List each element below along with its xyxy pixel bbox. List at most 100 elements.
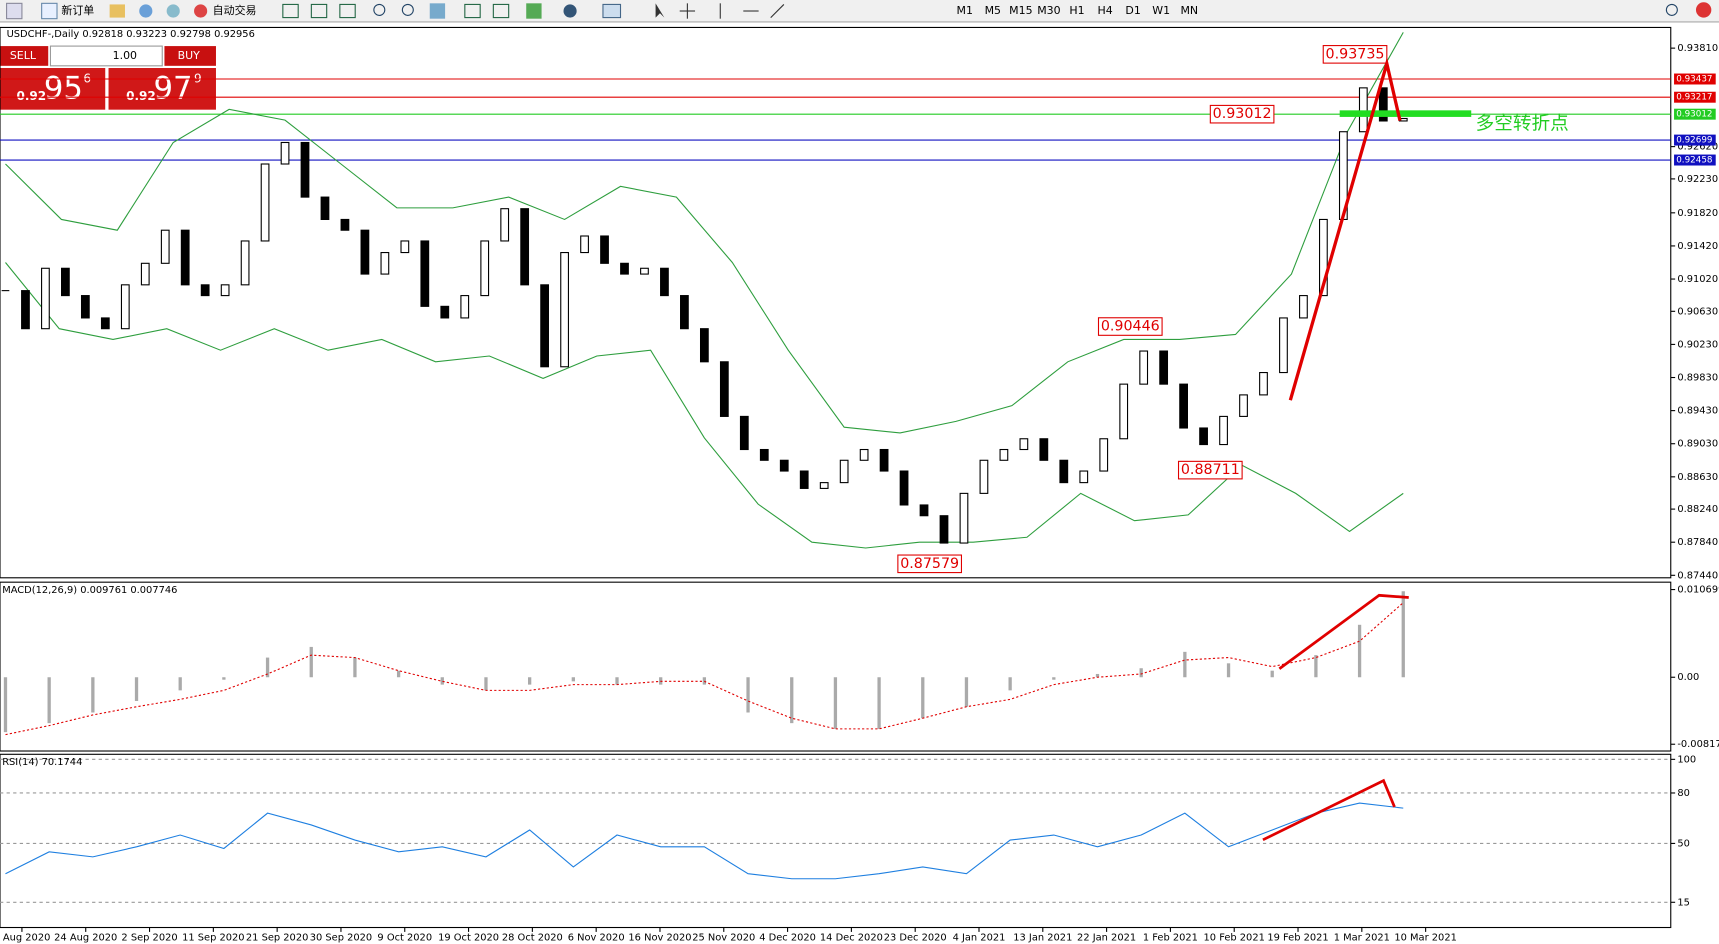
candle [899,470,909,506]
candle [21,290,30,330]
rsi-line [5,802,1404,880]
lot-value[interactable]: 1.00 [113,49,137,62]
y-tick-label: 0.91020 [1677,274,1718,285]
candle [220,284,230,297]
y-tick-label: -0.008173 [1677,739,1719,750]
buy-label[interactable]: BUY [178,49,201,62]
candle [1019,438,1029,451]
notifications[interactable] [1695,2,1712,18]
buy-button[interactable] [164,46,216,66]
candle [580,235,589,254]
candle [1219,415,1228,446]
icon[interactable] [166,4,180,18]
buy-price-box[interactable] [108,68,216,110]
candle [839,459,849,484]
price-level-tag [1674,134,1716,146]
candle [280,141,290,165]
lot-input[interactable] [49,45,163,67]
trend-arrow [1262,778,1396,842]
trend-arrow [1288,57,1402,401]
x-tick-label: 2 Sep 2020 [121,932,177,943]
new-order[interactable]: 新订单 [61,3,94,17]
timeframe-button[interactable]: M1 [957,4,973,17]
icon[interactable] [602,3,622,19]
y-tick-label: 50 [1677,838,1690,849]
icon[interactable] [429,3,446,19]
timeframe-button[interactable]: H1 [1069,4,1084,17]
icon[interactable] [339,3,356,19]
chart-window [0,24,1719,944]
x-tick-label: 13 Jan 2021 [1013,932,1072,943]
sell-label[interactable]: SELL [10,49,37,62]
candle [1239,394,1248,417]
auto-trading-icon[interactable] [194,4,208,18]
icon[interactable] [526,3,542,19]
y-tick-label: 0.87440 [1677,570,1718,581]
new-order-icon[interactable] [41,2,58,20]
icon[interactable] [492,3,510,19]
icon[interactable] [6,2,23,20]
y-tick-label: 0.00 [1677,672,1699,683]
x-tick-label: 4 Jan 2021 [953,932,1006,943]
icon[interactable] [310,3,328,19]
candle [1039,438,1049,461]
x-tick-label: 10 Feb 2021 [1204,932,1265,943]
x-tick-label: 4 Dec 2020 [759,932,816,943]
timeframe-button[interactable]: H4 [1097,4,1112,17]
timeframe-button[interactable]: M5 [985,4,1001,17]
candle [80,295,90,319]
zoom-in[interactable] [373,3,386,16]
sell-price-prefix: 0.92 [16,89,46,103]
x-tick-label: 28 Oct 2020 [502,932,563,943]
search[interactable] [1665,3,1678,16]
x-tick-label: 21 Sep 2020 [246,932,309,943]
candle [160,229,170,264]
x-tick-label: 1 Feb 2021 [1143,932,1198,943]
timeframe-button[interactable]: W1 [1152,4,1170,17]
candle [1259,372,1268,396]
timeframe-button[interactable]: MN [1180,4,1198,17]
x-tick-label: 19 Oct 2020 [438,932,499,943]
icon[interactable] [139,4,153,18]
auto-trading[interactable]: 自动交易 [213,3,257,17]
x-tick-label: 25 Nov 2020 [692,932,755,943]
trade-panel: SELL 1.00 BUY 0.92 95 6 0.92 97 9 [0,45,216,110]
candle [859,448,869,461]
cursor-tool[interactable] [655,3,665,18]
candle [560,252,569,368]
sell-button[interactable] [0,46,49,66]
price-level-tag [1674,73,1716,85]
price-annotation: 0.90446 [1101,319,1160,335]
trendline-tool[interactable] [770,4,785,18]
icon[interactable] [282,3,299,19]
candle [1079,470,1089,484]
trend-arrow [1278,593,1409,670]
icon[interactable] [563,4,577,18]
buy-price-prefix: 0.92 [126,89,156,103]
sell-price-box[interactable] [0,68,106,110]
macd-signal-line [5,602,1404,736]
timeframe-button[interactable]: D1 [1125,4,1140,17]
candle [61,267,70,297]
candle [1299,295,1308,319]
turning-point-note: 多空转折点 [1476,114,1569,135]
candle [640,267,649,275]
timeframe-button[interactable]: M15 [1009,4,1032,17]
x-tick-label: 11 Sep 2020 [182,932,245,943]
bollinger-band [5,262,1404,549]
zoom-out[interactable] [401,3,414,16]
candle [360,229,370,275]
y-tick-label: 0.89830 [1677,373,1718,384]
candle [699,328,709,363]
icon[interactable] [109,4,125,18]
x-tick-label: 14 Dec 2020 [820,932,883,943]
price-annotation: 0.93012 [1213,106,1272,122]
icon[interactable] [464,3,481,19]
candle [340,218,350,231]
timeframe-button[interactable]: M30 [1037,4,1060,17]
bollinger-band [5,32,1404,434]
y-tick-label: 0.010699 [1677,585,1719,596]
y-tick-label: 0.88630 [1677,472,1718,483]
candle [440,305,450,319]
